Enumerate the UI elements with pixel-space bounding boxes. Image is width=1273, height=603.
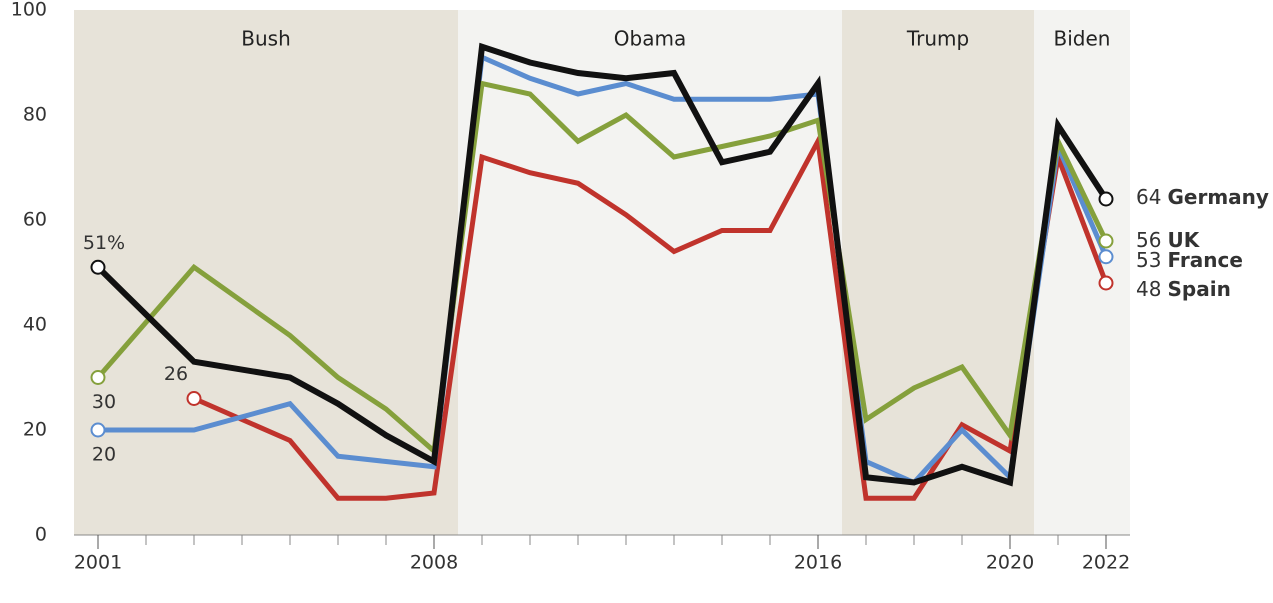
series-line bbox=[95, 42, 1109, 487]
y-tick-label: 0 bbox=[35, 524, 47, 546]
x-tick-label: 2008 bbox=[410, 552, 458, 574]
y-tick-label: 80 bbox=[23, 104, 47, 126]
point-marker bbox=[186, 391, 202, 406]
y-tick-label: 100 bbox=[11, 0, 47, 21]
point-marker bbox=[90, 370, 106, 385]
era-band bbox=[74, 10, 458, 535]
era-label: Trump bbox=[906, 27, 969, 51]
x-tick-label: 2020 bbox=[986, 552, 1034, 574]
legend-name: UK bbox=[1168, 228, 1201, 252]
y-tick-label: 40 bbox=[23, 314, 47, 336]
end-label: 56 UK bbox=[1136, 228, 1201, 252]
start-label: 20 bbox=[92, 444, 116, 466]
point-marker bbox=[1098, 275, 1114, 291]
series-line bbox=[96, 80, 1109, 456]
point-marker bbox=[1098, 191, 1114, 207]
x-tick-label: 2001 bbox=[74, 552, 122, 574]
era-band bbox=[1034, 10, 1130, 535]
end-value: 56 bbox=[1136, 228, 1161, 252]
end-label: 64 Germany bbox=[1136, 185, 1269, 209]
legend-name: Germany bbox=[1168, 185, 1269, 209]
end-label: 53 France bbox=[1136, 248, 1243, 272]
point-marker bbox=[90, 422, 106, 438]
x-tick-label: 2022 bbox=[1082, 552, 1130, 574]
y-tick-label: 60 bbox=[23, 209, 47, 231]
era-label: Bush bbox=[241, 27, 291, 51]
legend-name: Spain bbox=[1168, 277, 1231, 301]
end-value: 64 bbox=[1136, 185, 1161, 209]
point-marker bbox=[90, 259, 106, 275]
point-marker bbox=[1098, 233, 1114, 249]
x-tick-label: 2016 bbox=[794, 552, 842, 574]
start-label: 30 bbox=[92, 391, 116, 413]
legend-name: France bbox=[1168, 248, 1243, 272]
point-marker bbox=[1098, 249, 1114, 265]
y-tick-label: 20 bbox=[23, 419, 47, 441]
end-value: 53 bbox=[1136, 248, 1161, 272]
end-value: 48 bbox=[1136, 277, 1161, 301]
era-label: Biden bbox=[1054, 27, 1111, 51]
series-line bbox=[98, 53, 1109, 486]
start-label: 26 bbox=[164, 363, 188, 385]
end-label: 48 Spain bbox=[1136, 277, 1231, 301]
start-label: 51% bbox=[83, 232, 125, 254]
era-label: Obama bbox=[614, 27, 686, 51]
series-line bbox=[192, 133, 1109, 501]
